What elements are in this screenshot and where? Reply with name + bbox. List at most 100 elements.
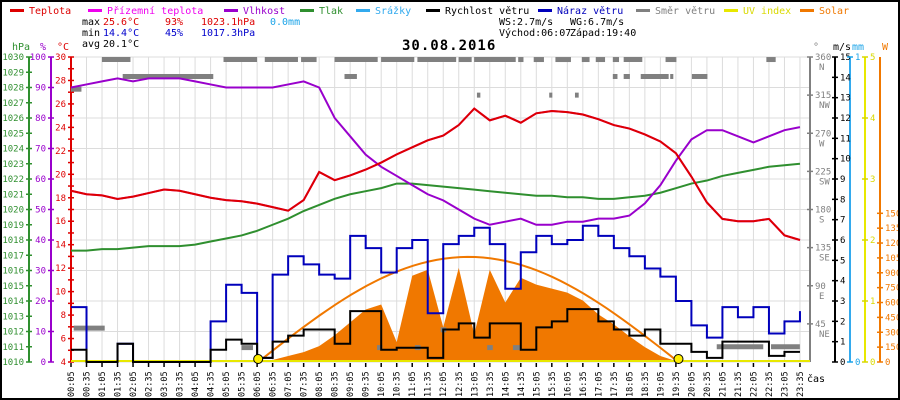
svg-text:15: 15	[840, 53, 851, 63]
svg-text:02:05: 02:05	[129, 371, 139, 397]
svg-text:2: 2	[840, 317, 845, 327]
stat-min-label: min	[82, 28, 101, 39]
svg-text:14: 14	[840, 73, 851, 83]
svg-text:18: 18	[55, 194, 66, 204]
ms-axis-unit: m/s	[833, 42, 852, 53]
legend-item-1: Teplota	[10, 6, 71, 18]
stat-max-label: max	[82, 17, 101, 28]
svg-text:23:05: 23:05	[780, 371, 790, 397]
svg-text:11:05: 11:05	[408, 371, 418, 397]
svg-text:19:05: 19:05	[656, 371, 666, 397]
svg-text:40: 40	[35, 236, 46, 246]
svg-text:S: S	[819, 216, 824, 226]
svg-text:13:05: 13:05	[470, 371, 480, 397]
sunrise-marker	[253, 354, 264, 364]
legend-swatch	[88, 8, 102, 12]
svg-text:1: 1	[870, 297, 875, 307]
stat-min-pressure: 1017.3hPa	[201, 28, 256, 39]
legend-item-3: Vlhkost	[224, 6, 285, 18]
svg-text:1010: 1010	[2, 358, 24, 368]
pct-axis-unit: %	[40, 42, 47, 53]
temperature-line	[70, 107, 801, 241]
svg-text:45: 45	[815, 320, 826, 330]
sunset-marker	[673, 354, 684, 364]
stat-wind-speed-avg: WS:2.7m/s	[499, 17, 554, 28]
svg-text:15:05: 15:05	[532, 371, 542, 397]
svg-text:1014: 1014	[2, 297, 24, 307]
svg-text:600: 600	[885, 299, 900, 309]
svg-text:3: 3	[840, 297, 845, 307]
legend-swatch	[10, 8, 24, 12]
svg-text:24: 24	[55, 123, 66, 133]
legend-item-7: Náraz větru	[538, 6, 623, 18]
svg-text:20: 20	[35, 297, 46, 307]
svg-text:16:05: 16:05	[563, 371, 573, 397]
svg-text:08:05: 08:05	[315, 371, 325, 397]
svg-text:6: 6	[61, 335, 66, 345]
svg-text:00:35: 00:35	[83, 371, 93, 397]
stat-min-humidity: 45%	[165, 28, 184, 39]
wind-gust-line	[71, 224, 801, 363]
legend-item-4: Tlak	[300, 6, 343, 18]
svg-text:6: 6	[840, 236, 845, 246]
svg-text:07:05: 07:05	[284, 371, 294, 397]
svg-text:18:05: 18:05	[625, 371, 635, 397]
svg-text:135: 135	[815, 244, 831, 254]
stat-wind-gust-max: WG:6.7m/s	[570, 17, 625, 28]
svg-text:2: 2	[870, 236, 875, 246]
humidity-line	[70, 77, 801, 226]
svg-text:07:35: 07:35	[300, 371, 310, 397]
svg-text:1: 1	[855, 53, 860, 63]
svg-text:21:35: 21:35	[734, 371, 744, 397]
svg-text:10:05: 10:05	[377, 371, 387, 397]
svg-text:01:35: 01:35	[114, 371, 124, 397]
svg-text:1024: 1024	[2, 145, 24, 155]
svg-text:13:35: 13:35	[486, 371, 496, 397]
svg-text:01:05: 01:05	[98, 371, 108, 397]
svg-text:1021: 1021	[2, 190, 24, 200]
stat-max-temp: 25.6°C	[103, 17, 140, 28]
svg-text:11: 11	[840, 134, 851, 144]
svg-text:04:05: 04:05	[191, 371, 201, 397]
svg-text:23:35: 23:35	[796, 371, 806, 397]
svg-text:9: 9	[840, 175, 845, 185]
svg-text:06:35: 06:35	[269, 371, 279, 397]
stat-max-rain: 0.0mm	[270, 17, 301, 28]
svg-text:05:05: 05:05	[222, 371, 232, 397]
svg-text:4: 4	[870, 114, 875, 124]
svg-text:100: 100	[30, 53, 46, 63]
svg-text:1027: 1027	[2, 99, 24, 109]
svg-text:1350: 1350	[885, 224, 900, 234]
svg-text:1013: 1013	[2, 312, 24, 322]
svg-text:1050: 1050	[885, 254, 900, 264]
svg-text:12: 12	[840, 114, 851, 124]
svg-text:20:05: 20:05	[687, 371, 697, 397]
svg-text:20: 20	[55, 170, 66, 180]
legend-label: Tlak	[319, 6, 344, 17]
svg-text:30: 30	[35, 267, 46, 277]
svg-text:02:35: 02:35	[145, 371, 155, 397]
legend-swatch	[538, 8, 552, 12]
svg-text:00:05: 00:05	[67, 371, 77, 397]
legend-label: Rychlost větru	[445, 6, 530, 17]
svg-text:5: 5	[840, 256, 845, 266]
svg-text:SW: SW	[819, 177, 830, 187]
svg-text:20:35: 20:35	[703, 371, 713, 397]
mm-axis-unit: mm	[852, 42, 865, 53]
svg-text:09:05: 09:05	[346, 371, 356, 397]
svg-text:0: 0	[870, 358, 875, 368]
svg-text:17:05: 17:05	[594, 371, 604, 397]
svg-text:08:35: 08:35	[331, 371, 341, 397]
svg-text:09:35: 09:35	[362, 371, 372, 397]
svg-text:1012: 1012	[2, 328, 24, 338]
legend-swatch	[800, 8, 814, 12]
svg-text:90: 90	[35, 84, 46, 94]
svg-text:90: 90	[815, 282, 826, 292]
svg-text:1029: 1029	[2, 68, 24, 78]
svg-text:0: 0	[41, 358, 46, 368]
svg-text:750: 750	[885, 284, 900, 294]
svg-text:1018: 1018	[2, 236, 24, 246]
svg-text:21:05: 21:05	[718, 371, 728, 397]
svg-text:1020: 1020	[2, 206, 24, 216]
